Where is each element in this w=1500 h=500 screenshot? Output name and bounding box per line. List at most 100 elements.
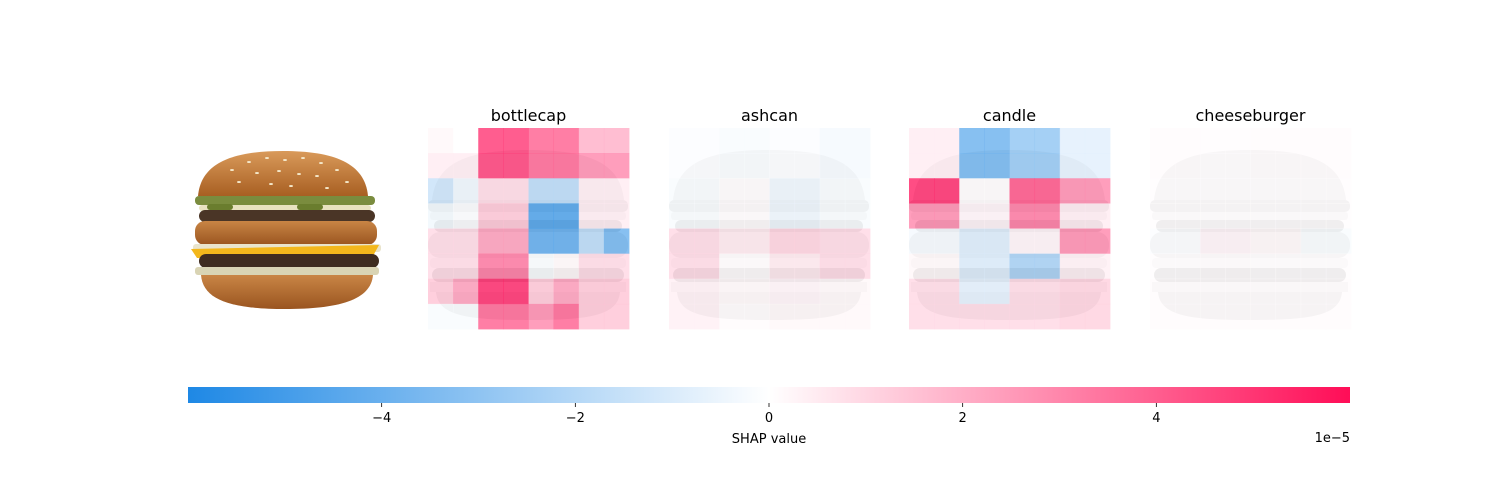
heatmap-cell: [694, 303, 720, 330]
heatmap-cell: [503, 303, 529, 330]
heatmap-cell: [578, 278, 605, 305]
heatmap-cell: [794, 278, 821, 305]
heatmap-cell: [1150, 128, 1176, 154]
panel-title-ashcan: ashcan: [741, 106, 798, 125]
heatmap-cell: [669, 153, 695, 179]
heatmap-cell: [1225, 128, 1251, 154]
heatmap-cell: [478, 253, 504, 280]
heatmap-cell: [503, 178, 529, 204]
heatmap-panels: bottlecap ashcan candle cheeseburger: [428, 106, 1352, 330]
heatmap-cell: [528, 128, 555, 154]
heatmap-cell: [819, 228, 846, 255]
heatmap-cell: [1009, 303, 1036, 330]
heatmap-cell: [1250, 153, 1277, 179]
heatmap-cell: [603, 303, 630, 330]
heatmap-cell: [1200, 228, 1226, 255]
heatmap-cell: [909, 153, 935, 179]
heatmap-cell: [694, 178, 720, 204]
heatmap-cell: [1325, 253, 1352, 280]
heatmap-cell: [819, 253, 846, 280]
heatmap-cell: [478, 203, 504, 229]
heatmap-cell: [1034, 303, 1061, 330]
heatmap-cell: [1150, 228, 1176, 255]
heatmap-cell: [769, 128, 796, 154]
heatmap-cell: [553, 228, 580, 255]
heatmap-cell: [1225, 203, 1251, 229]
heatmap-cell: [1175, 128, 1201, 154]
heatmap-cell: [744, 303, 770, 330]
heatmap-cell: [1225, 178, 1251, 204]
heatmap-panel-cheeseburger: cheeseburger: [1150, 106, 1352, 330]
heatmap-cell: [1084, 303, 1111, 330]
heatmap-cell: [934, 178, 960, 204]
heatmap-cell: [578, 128, 605, 154]
heatmap-cell: [1009, 153, 1036, 179]
heatmap-cell: [1059, 228, 1086, 255]
heatmap-cell: [1150, 203, 1176, 229]
heatmap-cell: [1275, 228, 1302, 255]
heatmap-cell: [984, 153, 1010, 179]
heatmap-cell: [453, 153, 479, 179]
heatmap-cell: [694, 153, 720, 179]
heatmap-cell: [909, 253, 935, 280]
colorbar-tick-label: 2: [959, 411, 967, 426]
heatmap-cell: [478, 153, 504, 179]
heatmap-cell: [1175, 303, 1201, 330]
heatmap-cell: [769, 178, 796, 204]
heatmap-cell: [503, 228, 529, 255]
heatmap-cell: [819, 128, 846, 154]
heatmap-cell: [669, 203, 695, 229]
heatmap-cell: [669, 178, 695, 204]
heatmap-cell: [1150, 178, 1176, 204]
heatmap-cell: [1325, 153, 1352, 179]
heatmap-cell: [959, 278, 985, 305]
heatmap-cell: [1175, 278, 1201, 305]
heatmap-panel-candle: candle: [909, 106, 1111, 330]
heatmap-cell: [1175, 153, 1201, 179]
heatmap-cell: [603, 153, 630, 179]
heatmap-cell: [503, 203, 529, 229]
heatmap-cell: [1175, 203, 1201, 229]
heatmap-cell: [1225, 278, 1251, 305]
heatmap-cell: [669, 128, 695, 154]
heatmap-cell: [578, 153, 605, 179]
heatmap-cell: [819, 278, 846, 305]
heatmap-cell: [1300, 278, 1327, 305]
heatmap-cell: [744, 178, 770, 204]
heatmap-cell: [769, 228, 796, 255]
heatmap-cell: [1250, 128, 1277, 154]
heatmap-cell: [819, 203, 846, 229]
heatmap-cell: [1225, 228, 1251, 255]
heatmap-cell: [1300, 203, 1327, 229]
heatmap-cell: [578, 253, 605, 280]
heatmap-cell: [744, 228, 770, 255]
heatmap-cell: [719, 203, 745, 229]
heatmap-cell: [844, 253, 871, 280]
colorbar-tick-label: 0: [765, 411, 773, 426]
heatmap-cell: [1325, 178, 1352, 204]
heatmap-cell: [1084, 128, 1111, 154]
heatmap-cell: [694, 128, 720, 154]
heatmap-cell: [934, 278, 960, 305]
heatmap-cell: [694, 228, 720, 255]
input-image-cheeseburger: [191, 151, 381, 309]
heatmap-cell: [503, 153, 529, 179]
heatmap-cell: [769, 303, 796, 330]
heatmap-cell: [503, 128, 529, 154]
heatmap-cell: [669, 253, 695, 280]
colorbar-label: SHAP value: [732, 432, 806, 447]
heatmap-cell: [984, 203, 1010, 229]
heatmap-cell: [719, 253, 745, 280]
colorbar-offset-label: 1e−5: [1315, 431, 1350, 446]
heatmap-cell: [1225, 153, 1251, 179]
heatmap-cell: [1034, 128, 1061, 154]
heatmap-cell: [528, 178, 555, 204]
heatmap-cell: [769, 278, 796, 305]
heatmap-cell: [744, 128, 770, 154]
heatmap-cell: [1009, 128, 1036, 154]
heatmap-cell: [984, 303, 1010, 330]
heatmap-panel-ashcan: ashcan: [669, 106, 871, 330]
heatmap-cell: [603, 128, 630, 154]
heatmap-cell: [1084, 278, 1111, 305]
heatmap-cell: [453, 203, 479, 229]
